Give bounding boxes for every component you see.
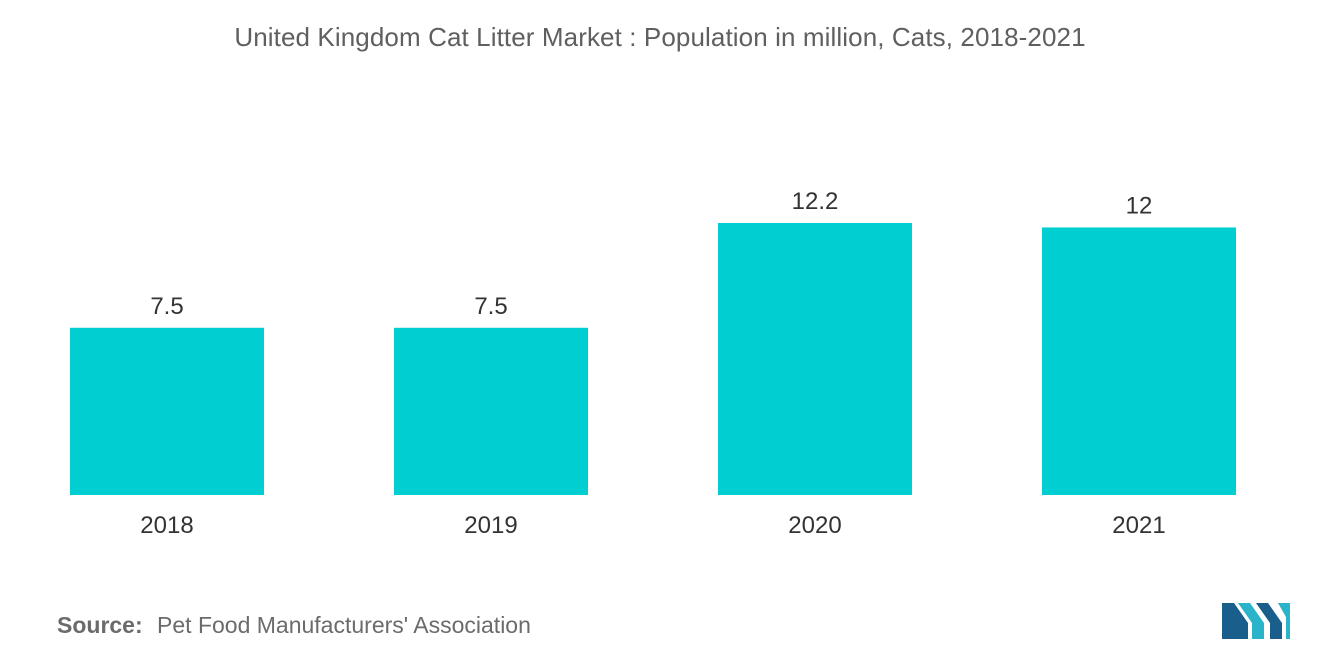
bar-2019 [394, 327, 588, 495]
value-label-2018: 7.5 [150, 293, 183, 320]
bar-2018 [70, 327, 264, 495]
bar-2021 [1042, 227, 1236, 495]
chart-title: United Kingdom Cat Litter Market : Popul… [234, 22, 1086, 52]
bar-chart: 7.5 2018 7.5 2019 12.2 2020 12 2021 [70, 188, 1236, 539]
value-label-2020: 12.2 [792, 188, 839, 215]
category-label-2018: 2018 [140, 512, 193, 539]
source-label: Source: [57, 612, 143, 638]
category-label-2021: 2021 [1112, 512, 1165, 539]
value-label-2021: 12 [1126, 192, 1153, 219]
category-label-2020: 2020 [788, 512, 841, 539]
bar-2020 [718, 223, 912, 495]
mordor-intelligence-logo-icon [1222, 603, 1290, 639]
source-note: Source: Pet Food Manufacturers' Associat… [57, 612, 531, 639]
category-label-2019: 2019 [464, 512, 517, 539]
value-label-2019: 7.5 [474, 293, 507, 320]
source-text: Pet Food Manufacturers' Association [157, 612, 531, 638]
